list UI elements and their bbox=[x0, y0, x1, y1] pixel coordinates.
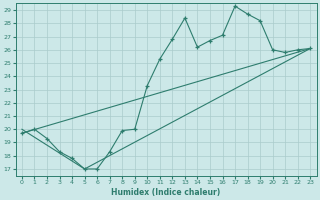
X-axis label: Humidex (Indice chaleur): Humidex (Indice chaleur) bbox=[111, 188, 221, 197]
